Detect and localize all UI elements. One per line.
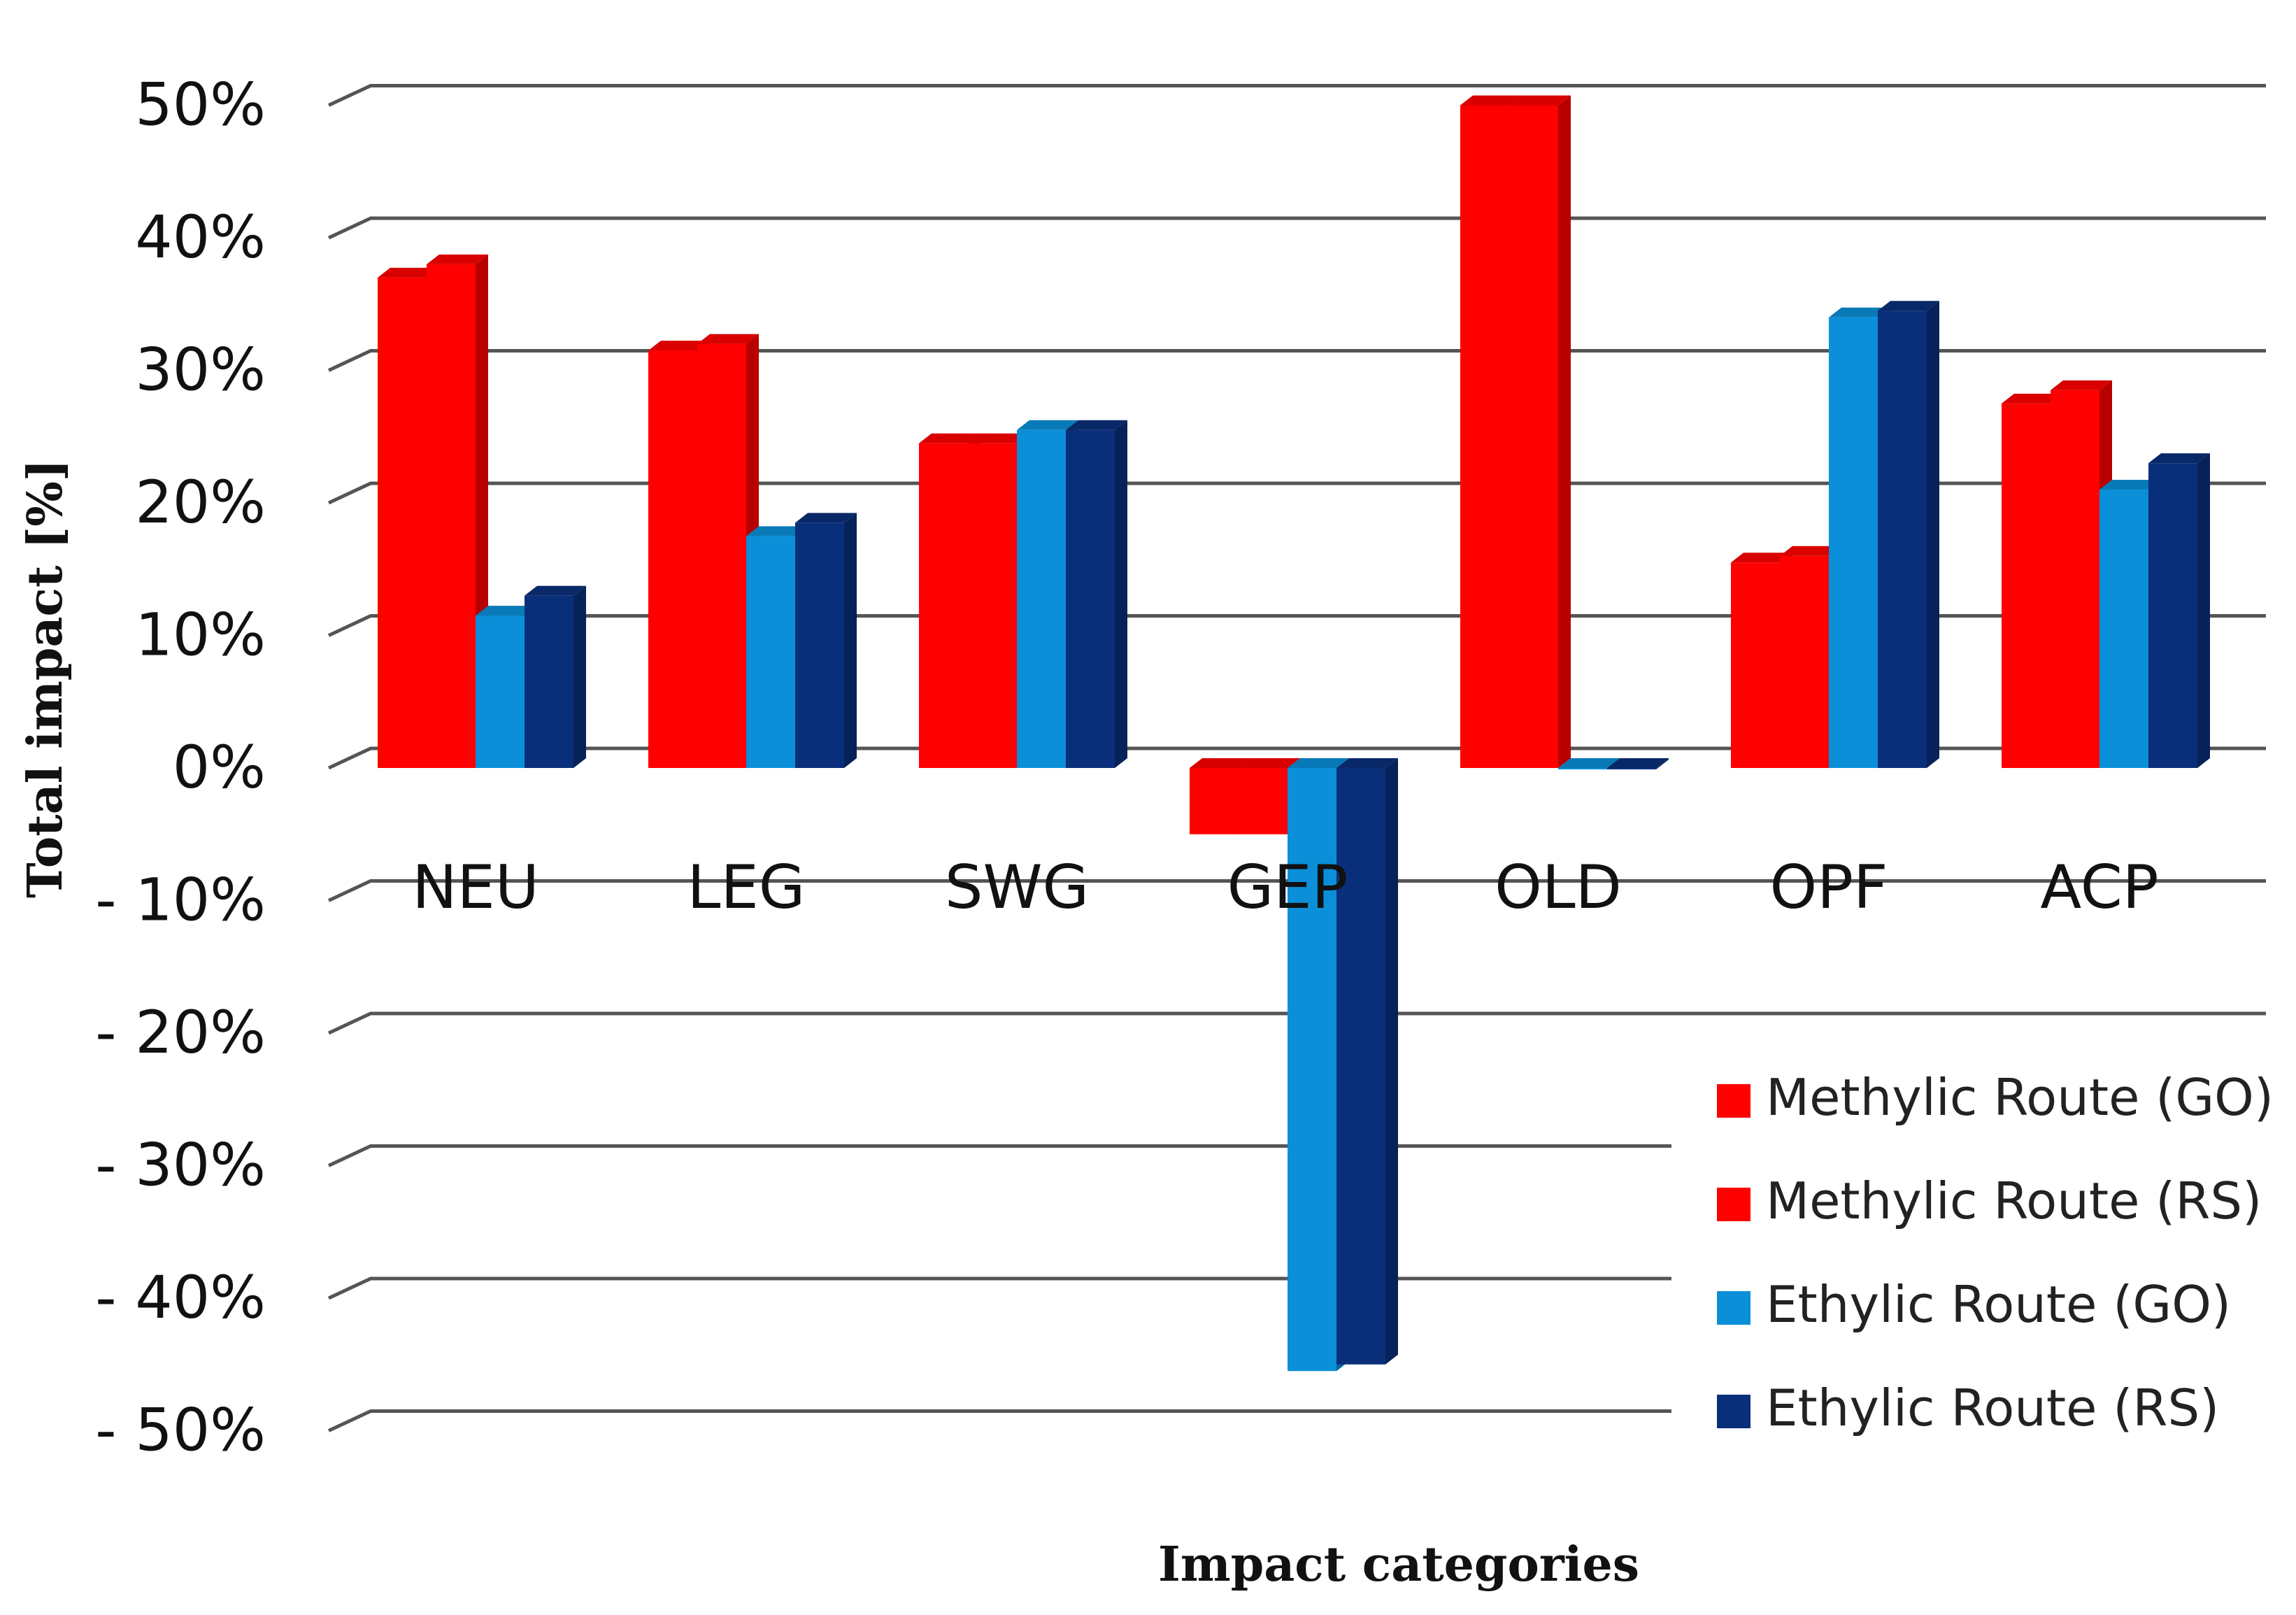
category-label: GEP [1227, 853, 1348, 923]
gridlines [327, 84, 2266, 1432]
gridline [327, 746, 2266, 770]
legend-swatch [1717, 1395, 1750, 1428]
y-tick-label: - 20% [95, 998, 266, 1067]
y-tick-label: 50% [135, 71, 266, 139]
y-tick-label: 10% [135, 601, 266, 669]
y-tick-label: 0% [173, 733, 266, 802]
legend-label: Ethylic Route (RS) [1766, 1379, 2219, 1437]
gridline [327, 1011, 2266, 1035]
y-tick-label: 40% [135, 203, 266, 271]
y-tick-label: 30% [135, 336, 266, 404]
bar [795, 513, 857, 768]
y-tick-label: 20% [135, 468, 266, 536]
category-label: OPF [1769, 853, 1888, 923]
category-label: NEU [412, 853, 539, 923]
x-axis-title: Impact categories [1158, 1537, 1639, 1593]
category-label: SWG [945, 853, 1089, 923]
gridline [327, 614, 2266, 637]
bar [1607, 758, 1669, 769]
y-tick-label: - 40% [95, 1263, 266, 1332]
y-axis-title: Total impact [%] [17, 459, 73, 898]
legend: Methylic Route (GO) Methylic Route (RS) Et… [1671, 1049, 2287, 1469]
gridline [327, 1276, 2266, 1300]
legend-background [1671, 1049, 2287, 1469]
bar [427, 254, 488, 768]
gridline [327, 349, 2266, 372]
bar [1509, 95, 1571, 768]
gridline [327, 879, 2266, 902]
category-label: OLD [1495, 853, 1622, 923]
gridline [327, 1409, 2266, 1432]
category-label: ACP [2040, 853, 2158, 923]
legend-swatch [1717, 1291, 1750, 1325]
bar [2148, 453, 2210, 768]
legend-swatch [1717, 1188, 1750, 1221]
y-tick-label: - 10% [95, 866, 266, 934]
bar [1336, 758, 1398, 1365]
bar [525, 585, 586, 768]
y-tick-label: - 30% [95, 1131, 266, 1200]
y-axis-ticks: 50% 40% 30% 20% 10% 0% - 10% - 20% - 30% - 40% - 5… [95, 71, 266, 1465]
legend-label: Methylic Route (RS) [1766, 1172, 2262, 1230]
legend-label: Methylic Route (GO) [1766, 1068, 2274, 1127]
bars [378, 95, 2210, 1372]
gridline [327, 481, 2266, 505]
y-tick-label: - 50% [95, 1396, 266, 1465]
x-axis-categories: NEU LEG SWG GEP OLD OPF ACP [412, 853, 2158, 923]
bar [1066, 420, 1127, 768]
gridline [327, 84, 2266, 107]
legend-swatch [1717, 1084, 1750, 1118]
gridline [327, 216, 2266, 240]
bar [1878, 301, 1939, 769]
legend-label: Ethylic Route (GO) [1766, 1275, 2231, 1334]
category-label: LEG [687, 853, 806, 923]
gridline [327, 1144, 2266, 1167]
